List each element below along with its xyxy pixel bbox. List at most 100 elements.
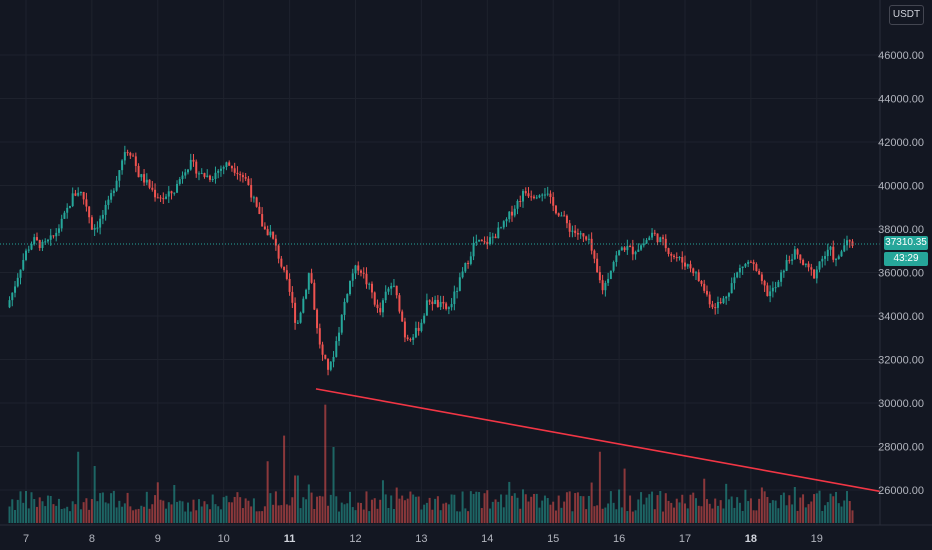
candle-up (63, 212, 66, 219)
volume-bar (766, 496, 769, 523)
volume-bar (233, 496, 236, 523)
volume-bar (285, 504, 288, 523)
candle-down (244, 177, 247, 179)
candle-up (93, 227, 96, 230)
volume-bar (648, 494, 651, 523)
candle-up (296, 322, 299, 324)
candle-up (502, 221, 505, 228)
currency-button[interactable]: USDT (889, 5, 924, 25)
volume-bar (719, 500, 722, 523)
trendline[interactable] (315, 388, 903, 497)
volume-bar (716, 505, 719, 523)
volume-bar (590, 482, 593, 523)
volume-bar (307, 484, 310, 523)
candle-up (99, 218, 102, 228)
candle-down (758, 270, 761, 275)
candle-down (129, 152, 132, 156)
price-scale[interactable]: 46000.00 44000.00 42000.00 40000.00 38000.00… (878, 50, 924, 497)
volume-bar (274, 491, 277, 523)
volume-bar (700, 506, 703, 523)
time-axis[interactable]: 7 8 9 10 11 12 13 14 15 16 17 18 19 (23, 533, 823, 545)
volume-bar (392, 509, 395, 523)
volume-bar (642, 504, 645, 523)
candle-up (722, 298, 725, 303)
volume-bar (799, 497, 802, 523)
volume-bar (178, 500, 181, 523)
candle-down (436, 299, 439, 307)
candle-down (192, 159, 195, 162)
volume-bar (749, 498, 752, 523)
candle-up (68, 206, 71, 208)
volume-bar (351, 507, 354, 523)
candle-up (604, 282, 607, 291)
volume-bar (165, 508, 168, 523)
volume-bar (357, 502, 360, 523)
candle-up (516, 200, 519, 209)
candle-up (96, 227, 99, 229)
candle-down (755, 264, 758, 271)
volume-bar (302, 497, 305, 523)
candle-down (417, 327, 420, 331)
volume-bar (494, 499, 497, 523)
candle-up (815, 269, 818, 279)
candle-up (464, 262, 467, 272)
candle-up (659, 237, 662, 243)
candle-down (82, 191, 85, 200)
volume-bar (664, 493, 667, 523)
volume-bar (137, 508, 140, 523)
volume-bar (447, 504, 450, 523)
candle-up (118, 170, 121, 181)
candle-up (49, 235, 52, 240)
volume-bar (486, 490, 489, 523)
candle-up (55, 232, 58, 237)
volume-bar (38, 497, 41, 523)
volume-bar (379, 499, 382, 523)
candle-down (208, 175, 211, 180)
candle-down (272, 231, 275, 239)
candle-down (760, 274, 763, 281)
volume-bar (524, 494, 527, 523)
volume-bar (195, 510, 198, 523)
price-tick-label: 42000.00 (878, 137, 924, 149)
candle-up (500, 227, 503, 229)
candle-up (225, 162, 228, 168)
volume-bar (167, 502, 170, 523)
candle-up (843, 245, 846, 252)
candle-up (475, 241, 478, 243)
candle-down (557, 213, 560, 216)
volume-bar (725, 483, 728, 523)
candle-down (395, 285, 398, 296)
candle-up (571, 230, 574, 232)
candle-down (511, 211, 514, 216)
candle-up (414, 327, 417, 338)
volume-bar (27, 508, 30, 523)
volume-bar (197, 499, 200, 523)
volume-bar (403, 500, 406, 523)
candle-down (667, 248, 670, 254)
candle-down (530, 196, 533, 198)
candle-up (469, 256, 472, 264)
candle-up (302, 298, 305, 313)
volume-bar (376, 508, 379, 523)
candle-up (206, 175, 209, 177)
volume-bar (129, 506, 132, 523)
volume-bar (431, 509, 434, 523)
volume-bar (354, 510, 357, 523)
volume-bar (656, 495, 659, 523)
candle-down (494, 236, 497, 239)
volume-bar (601, 508, 604, 523)
volume-bar (554, 510, 557, 523)
volume-bar (535, 493, 538, 523)
candle-down (593, 250, 596, 259)
candle-down (52, 235, 55, 237)
candle-down (159, 197, 162, 199)
candle-down (162, 198, 165, 200)
volume-bar (596, 505, 599, 523)
candle-up (384, 291, 387, 301)
volume-bar (513, 493, 516, 523)
candle-down (261, 214, 264, 227)
price-tick-label: 36000.00 (878, 268, 924, 280)
volume-bar (694, 498, 697, 523)
volume-bar (11, 499, 14, 523)
